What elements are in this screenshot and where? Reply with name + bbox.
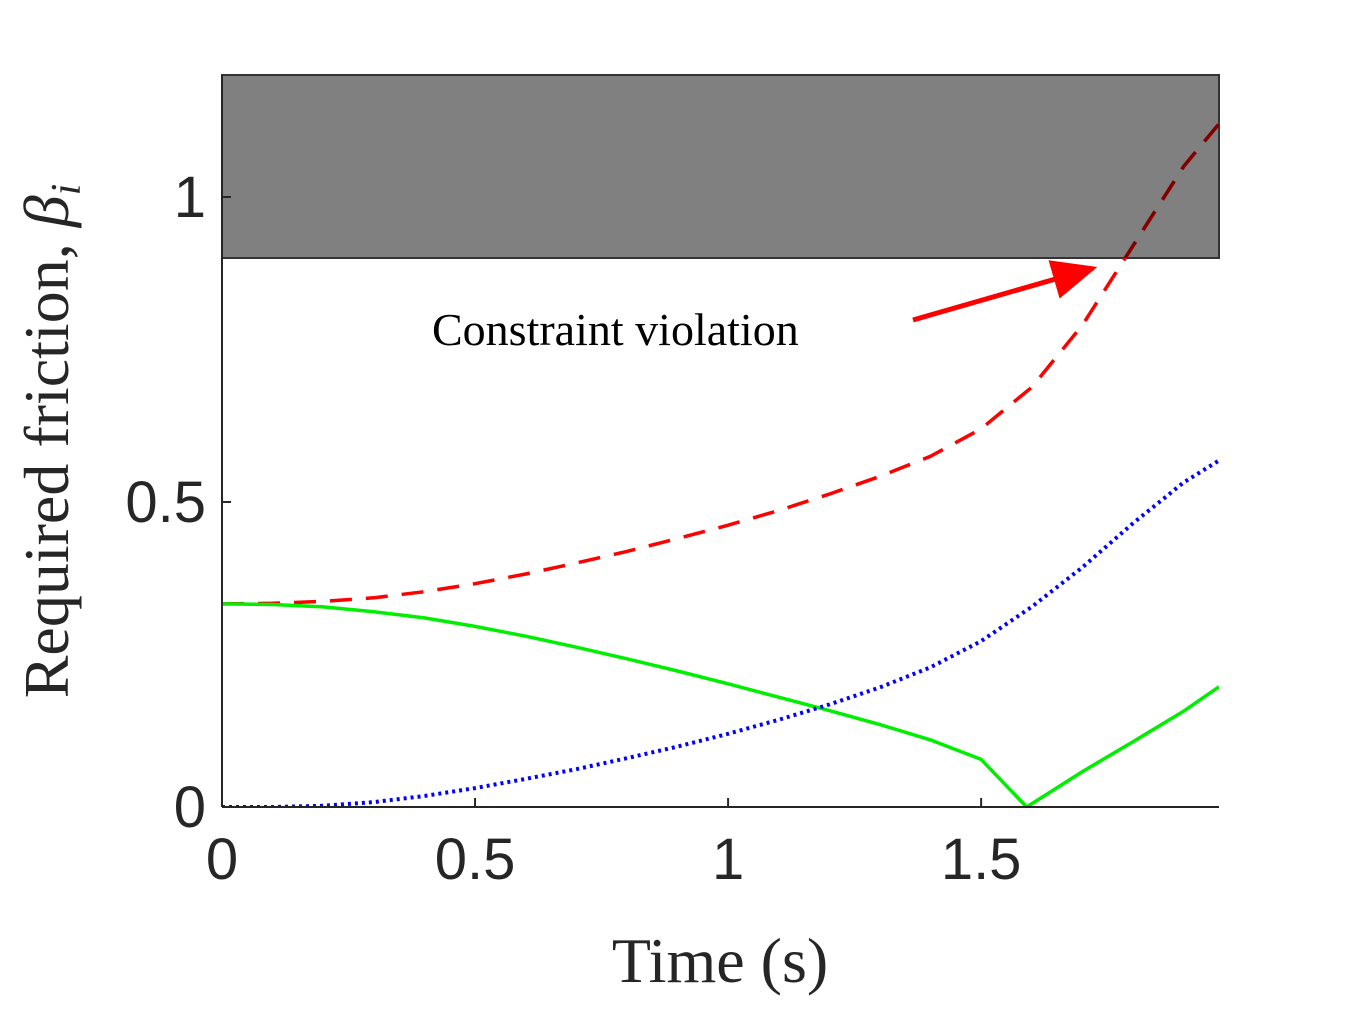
x-ticks: 0 0.5 1 1.5 (206, 798, 1022, 892)
series-line-dashed (222, 122, 1219, 606)
x-axis-label: Time (s) (612, 925, 828, 996)
x-tick-label: 1.5 (941, 827, 1022, 892)
y-tick-label: 1 (174, 165, 206, 230)
y-axis-label: Required friction, βi (11, 184, 90, 699)
x-tick-label: 1 (712, 827, 744, 892)
y-axis-label-symbol: β (11, 195, 82, 229)
y-axis-label-subscript: i (44, 184, 90, 196)
x-tick-label: 0.5 (435, 827, 516, 892)
annotation-text: Constraint violation (432, 304, 799, 355)
y-tick-label: 0.5 (125, 470, 206, 535)
infeasible-region (221, 74, 1220, 259)
y-axis-label-text: Required friction, (11, 227, 82, 698)
series-layer (222, 122, 1219, 807)
annotation-arrow (912, 260, 1098, 323)
y-ticks: 00.51 (125, 165, 231, 840)
series-line-solid (222, 602, 1219, 807)
series-line-dotted (222, 458, 1219, 807)
x-tick-label: 0 (206, 827, 238, 892)
y-tick-label: 0 (174, 775, 206, 840)
